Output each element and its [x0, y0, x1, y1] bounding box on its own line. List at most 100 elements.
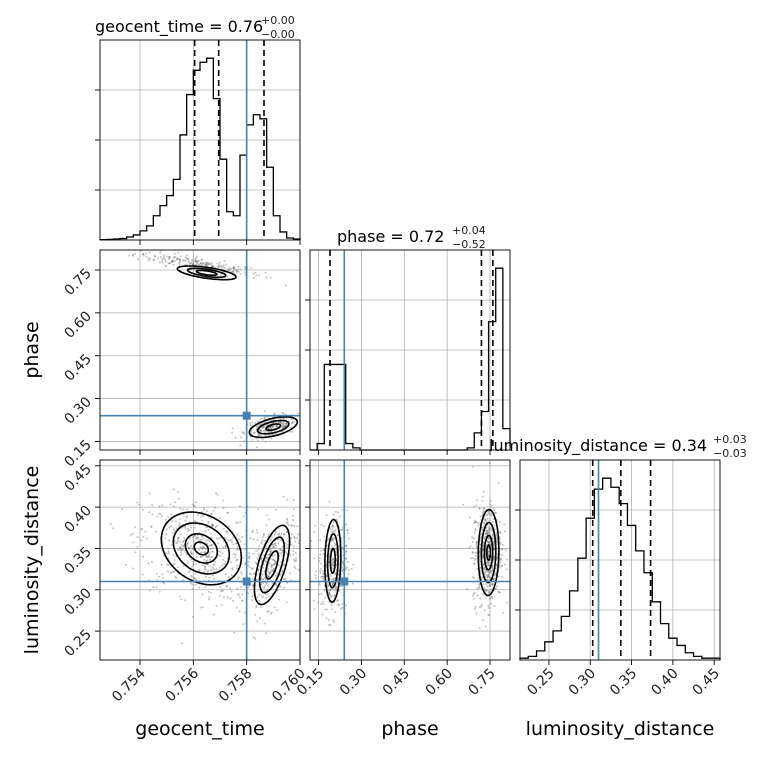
sample-point: [492, 578, 495, 581]
sample-point: [472, 592, 475, 595]
sample-point: [473, 521, 476, 524]
sample-point: [165, 255, 168, 258]
sample-point: [332, 558, 335, 561]
sample-point: [237, 576, 240, 579]
sample-point: [226, 511, 229, 514]
sample-point: [496, 519, 499, 522]
sample-point: [183, 538, 186, 541]
sample-point: [195, 263, 198, 266]
sample-point: [206, 265, 209, 267]
sample-point: [314, 574, 317, 577]
sample-point: [144, 252, 147, 255]
sample-point: [293, 560, 296, 563]
sample-point: [167, 515, 170, 518]
sample-point: [205, 261, 208, 264]
sample-point: [197, 514, 199, 516]
sample-point: [261, 426, 264, 429]
sample-point: [493, 524, 496, 527]
sample-point: [482, 510, 485, 512]
sample-point: [323, 608, 326, 611]
sample-point: [168, 539, 170, 542]
sample-point: [226, 275, 229, 277]
sample-point: [470, 557, 472, 560]
sample-point: [237, 548, 240, 551]
sample-point: [197, 264, 200, 266]
sample-point: [258, 434, 261, 437]
sample-point: [211, 265, 214, 268]
sample-point: [476, 499, 479, 502]
sample-point: [301, 542, 303, 544]
sample-point: [252, 431, 255, 434]
sample-point: [235, 559, 238, 562]
sample-point: [230, 541, 233, 544]
sample-point: [234, 436, 237, 439]
sample-point: [232, 270, 234, 273]
sample-point: [480, 605, 483, 608]
sample-point: [213, 577, 216, 580]
sample-point: [271, 425, 274, 428]
sample-point: [477, 524, 480, 527]
panel-hist-geocent-time: [95, 39, 301, 245]
sample-point: [345, 523, 347, 526]
sample-point: [226, 585, 229, 588]
sample-point: [264, 632, 267, 635]
sample-point: [283, 533, 286, 536]
sample-point: [244, 273, 247, 276]
sample-point: [214, 526, 217, 529]
sample-point: [232, 266, 235, 269]
sample-point: [269, 426, 272, 429]
sample-point: [205, 568, 207, 571]
sample-point: [486, 529, 488, 532]
sample-point: [167, 570, 169, 573]
sample-point: [319, 539, 322, 542]
sample-point: [326, 544, 329, 547]
sample-point: [270, 536, 273, 539]
sample-point: [259, 565, 262, 568]
sample-point: [197, 536, 200, 539]
sample-point: [132, 254, 135, 257]
sample-point: [266, 424, 269, 427]
sample-point: [498, 521, 501, 523]
sample-point: [485, 589, 488, 592]
sample-point: [497, 575, 500, 578]
x-tick-label: 0.754: [109, 665, 149, 705]
sample-point: [486, 576, 489, 579]
sample-point: [204, 586, 207, 589]
sample-point: [345, 557, 347, 560]
sample-point: [271, 570, 274, 572]
sample-cluster: [109, 488, 293, 645]
sample-point: [208, 576, 211, 579]
sample-point: [241, 535, 243, 538]
sample-point: [487, 550, 490, 553]
sample-point: [279, 421, 282, 424]
sample-point: [112, 527, 115, 530]
sample-point: [265, 276, 268, 279]
sample-point: [489, 585, 492, 588]
sample-point: [473, 591, 476, 594]
sample-point: [186, 561, 189, 564]
sample-point: [173, 559, 176, 561]
sample-point: [202, 551, 205, 554]
sample-point: [182, 540, 185, 543]
sample-point: [322, 552, 325, 555]
sample-point: [489, 500, 492, 502]
sample-point: [201, 593, 204, 596]
sample-point: [182, 540, 185, 543]
sample-point: [178, 518, 181, 521]
sample-point: [307, 421, 309, 423]
sample-point: [200, 515, 203, 518]
sample-point: [285, 422, 288, 425]
sample-point: [347, 537, 350, 540]
sample-point: [328, 593, 331, 596]
sample-point: [501, 547, 503, 550]
sample-point: [490, 597, 493, 600]
sample-point: [169, 503, 172, 506]
sample-point: [334, 571, 337, 574]
sample-point: [489, 503, 492, 506]
sample-point: [178, 264, 181, 266]
sample-point: [129, 533, 132, 536]
panel-hist-luminosity-distance: 0.25 0.30 0.35 0.40 0.45: [515, 459, 723, 699]
sample-point: [251, 531, 254, 534]
sample-point: [284, 424, 287, 427]
sample-point: [250, 596, 253, 598]
